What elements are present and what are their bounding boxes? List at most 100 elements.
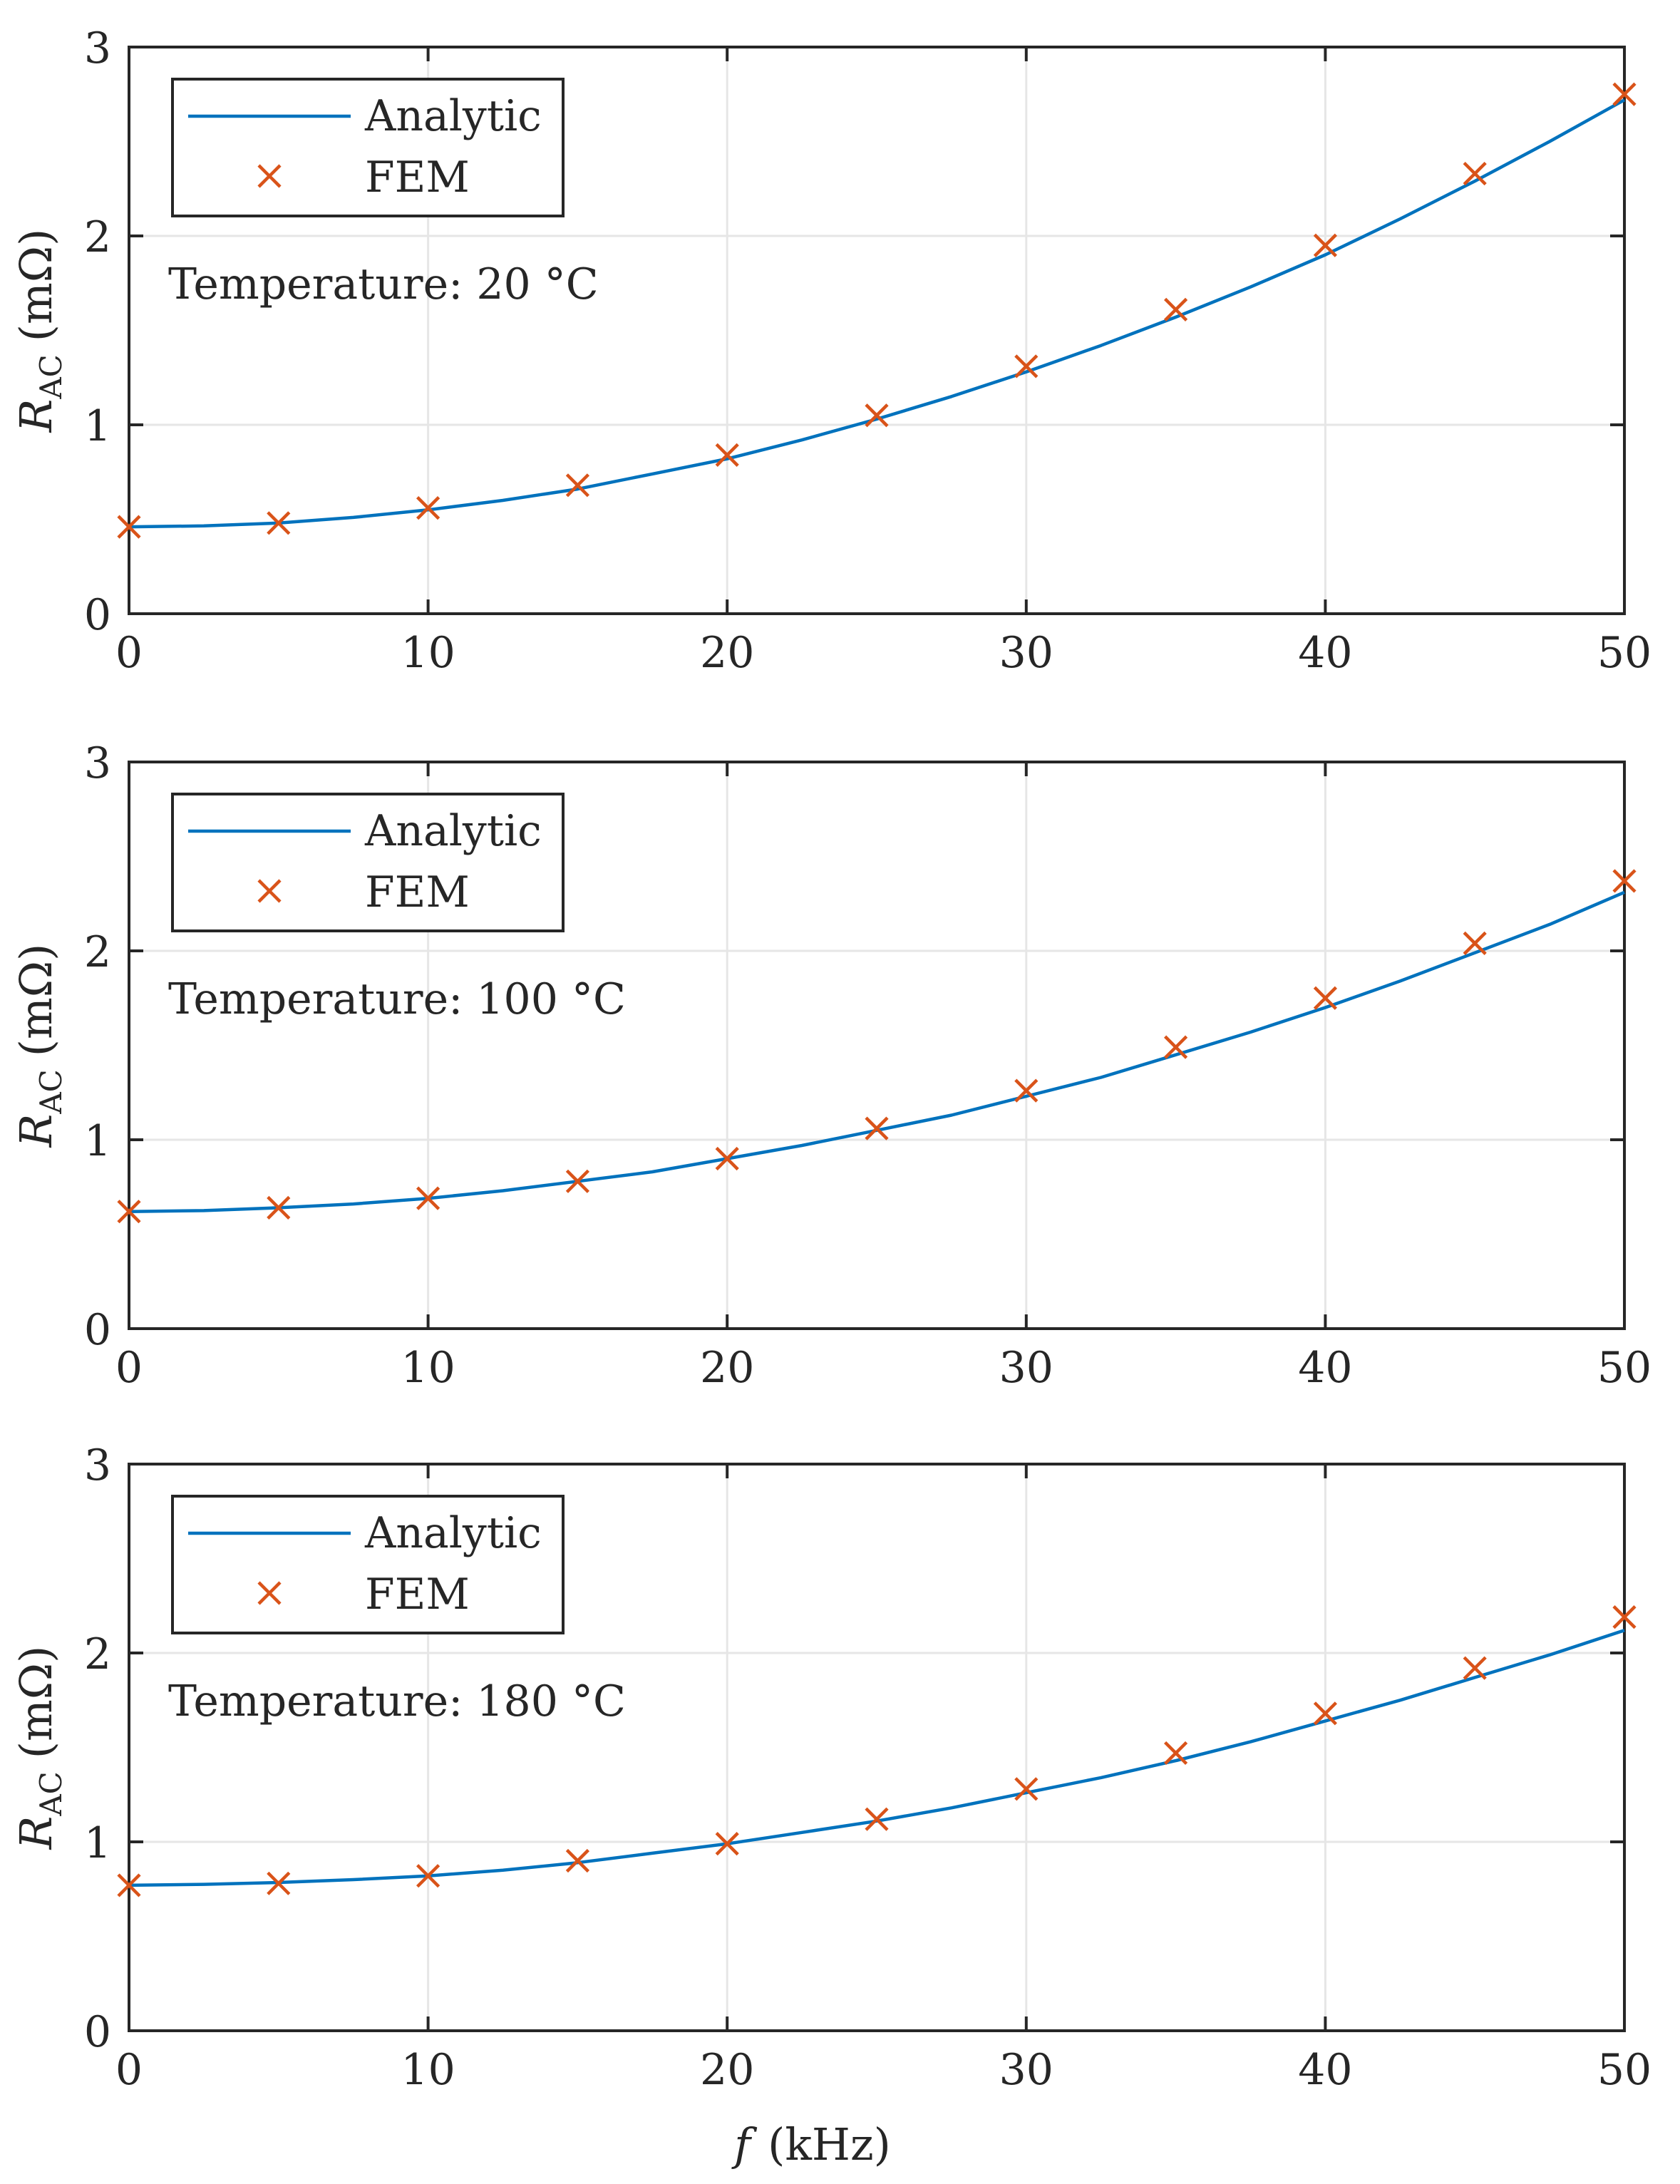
legend-box	[171, 793, 565, 932]
fem-data-point	[715, 1146, 739, 1171]
y-tick-label: 1	[84, 401, 111, 451]
y-axis-label-symbol: R	[10, 399, 62, 433]
fem-marker-stroke	[565, 473, 589, 498]
fem-data-point	[117, 515, 141, 539]
fem-marker-stroke	[1164, 1035, 1188, 1059]
fem-data-point	[416, 1864, 440, 1888]
fem-marker-stroke	[865, 403, 889, 428]
fem-marker-stroke	[565, 1169, 589, 1193]
axes-frame	[128, 1463, 1626, 2032]
y-tick-label: 1	[84, 1116, 111, 1166]
x-tick-label: 50	[1597, 2045, 1651, 2095]
fem-data-point	[1014, 1078, 1039, 1103]
fem-data-point	[715, 1832, 739, 1856]
legend: Analytic FEM	[171, 793, 565, 932]
fem-marker-stroke	[117, 1873, 141, 1897]
fem-data-point	[1164, 1035, 1188, 1059]
x-tick-label: 0	[115, 628, 143, 678]
x-tick-label: 0	[115, 1343, 143, 1393]
fem-marker-stroke	[416, 1186, 440, 1210]
x-tick-label: 40	[1298, 2045, 1352, 2095]
fem-data-point	[267, 511, 291, 535]
y-axis-label-subscript: AC	[34, 354, 68, 399]
fem-marker-stroke	[117, 1200, 141, 1224]
legend-analytic-label: Analytic	[364, 806, 542, 856]
fem-data-point	[1612, 869, 1637, 893]
x-tick-label: 30	[999, 2045, 1053, 2095]
y-tick-label: 0	[84, 590, 111, 640]
x-axis-label: f (kHz)	[731, 2118, 891, 2170]
legend-fem-label: FEM	[365, 867, 470, 917]
fem-marker-stroke	[1164, 297, 1188, 321]
fem-data-point	[565, 1848, 589, 1873]
fem-marker-stroke	[117, 515, 141, 539]
fem-data-point	[1164, 1741, 1188, 1766]
fem-data-point	[1164, 297, 1188, 321]
fem-marker-stroke	[715, 1146, 739, 1171]
fem-data-point	[565, 473, 589, 498]
x-tick-label: 40	[1298, 628, 1352, 678]
fem-data-point	[117, 1873, 141, 1897]
fem-marker-stroke	[1612, 869, 1637, 893]
fem-marker-stroke	[267, 1195, 291, 1220]
fem-data-point	[1612, 82, 1637, 106]
fem-data-point	[865, 1116, 889, 1140]
fem-marker-stroke	[1313, 986, 1337, 1010]
y-axis-label-unit: (mΩ)	[10, 1646, 62, 1759]
temperature-annotation: Temperature: 180 °C	[168, 1676, 626, 1726]
fem-marker-stroke	[865, 1807, 889, 1831]
legend-fem-label: FEM	[365, 1570, 470, 1619]
y-axis-label: RAC (mΩ)	[10, 229, 68, 433]
fem-data-point	[865, 1807, 889, 1831]
y-axis-label: RAC (mΩ)	[10, 1646, 68, 1850]
x-tick-label: 10	[401, 1343, 455, 1393]
legend-fem-swatch	[257, 879, 282, 903]
legend-fem-marker-stroke	[257, 164, 282, 188]
legend-box	[171, 1495, 565, 1634]
y-tick-label: 0	[84, 2007, 111, 2057]
y-tick-label: 3	[84, 738, 111, 788]
y-axis-label-symbol: R	[10, 1816, 62, 1850]
fem-marker-stroke	[715, 1832, 739, 1856]
x-tick-label: 20	[700, 2045, 754, 2095]
y-axis-label-unit: (mΩ)	[10, 229, 62, 342]
axes-frame	[128, 761, 1626, 1330]
chart-panel-3: 0 10 20 30 40 50 0 1 2 3 RAC (mΩ) Analytic FEM Tempera…	[10, 1441, 1651, 2095]
fem-data-point	[715, 443, 739, 467]
legend-analytic-label: Analytic	[364, 1508, 542, 1558]
legend-fem-label: FEM	[365, 153, 470, 202]
fem-data-point	[1463, 161, 1487, 186]
x-tick-label: 40	[1298, 1343, 1352, 1393]
temperature-annotation: Temperature: 20 °C	[168, 259, 599, 309]
legend: Analytic FEM	[171, 78, 565, 217]
fem-marker-stroke	[1014, 1078, 1039, 1103]
fem-marker-stroke	[1463, 931, 1487, 955]
y-tick-label: 2	[84, 212, 111, 262]
fem-data-point	[1463, 1656, 1487, 1680]
y-tick-label: 0	[84, 1305, 111, 1355]
y-tick-label: 3	[84, 24, 111, 73]
legend-fem-swatch	[257, 164, 282, 188]
legend-fem-marker-stroke	[257, 879, 282, 903]
fem-marker-stroke	[267, 511, 291, 535]
fem-marker-stroke	[1612, 1605, 1637, 1629]
x-tick-label: 10	[401, 2045, 455, 2095]
fem-data-point	[1313, 1701, 1337, 1726]
y-axis-label-subscript: AC	[34, 1771, 68, 1816]
fem-marker-stroke	[1313, 1701, 1337, 1726]
x-tick-label: 50	[1597, 628, 1651, 678]
x-tick-label: 10	[401, 628, 455, 678]
fem-data-point	[1313, 233, 1337, 257]
fem-marker-stroke	[565, 1848, 589, 1873]
fem-marker-stroke	[1014, 354, 1039, 378]
y-tick-label: 1	[84, 1818, 111, 1868]
fem-marker-stroke	[715, 443, 739, 467]
x-tick-label: 0	[115, 2045, 143, 2095]
fem-marker-stroke	[865, 1116, 889, 1140]
fem-data-point	[416, 496, 440, 520]
y-tick-label: 2	[84, 927, 111, 977]
temperature-annotation: Temperature: 100 °C	[168, 974, 626, 1024]
x-tick-label: 20	[700, 628, 754, 678]
fem-marker-stroke	[1463, 1656, 1487, 1680]
